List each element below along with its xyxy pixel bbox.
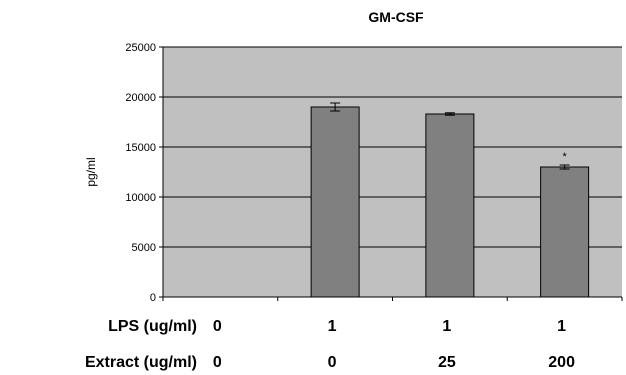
- bar: [540, 166, 590, 298]
- y-tick-label: 5000: [132, 242, 156, 254]
- y-tick-label: 20000: [125, 92, 156, 104]
- table-cell: 25: [438, 354, 456, 371]
- table-cell: 0: [328, 354, 337, 371]
- table-cell: 1: [557, 318, 566, 335]
- y-tick-label: 15000: [125, 142, 156, 154]
- plot-area: 0 5000 10000 15000 20000 25000 *: [125, 42, 623, 304]
- table-cell: 0: [213, 318, 222, 335]
- bar: [310, 106, 360, 298]
- y-tick-label: 25000: [125, 42, 156, 54]
- table-row-label: LPS (ug/ml): [108, 318, 197, 335]
- y-tick-label: 0: [150, 292, 156, 304]
- condition-table: LPS (ug/ml) 0 1 1 1 Extract (ug/ml) 0 0 25 200: [85, 318, 575, 371]
- y-axis-label: pg/ml: [84, 157, 98, 186]
- chart-title: GM-CSF: [368, 9, 424, 25]
- significance-marker: *: [562, 151, 567, 163]
- table-cell: 200: [548, 354, 575, 371]
- table-cell: 0: [213, 354, 222, 371]
- table-row-label: Extract (ug/ml): [85, 354, 197, 371]
- y-tick-label: 10000: [125, 192, 156, 204]
- table-cell: 1: [328, 318, 337, 335]
- table-cell: 1: [442, 318, 451, 335]
- bar: [425, 113, 475, 298]
